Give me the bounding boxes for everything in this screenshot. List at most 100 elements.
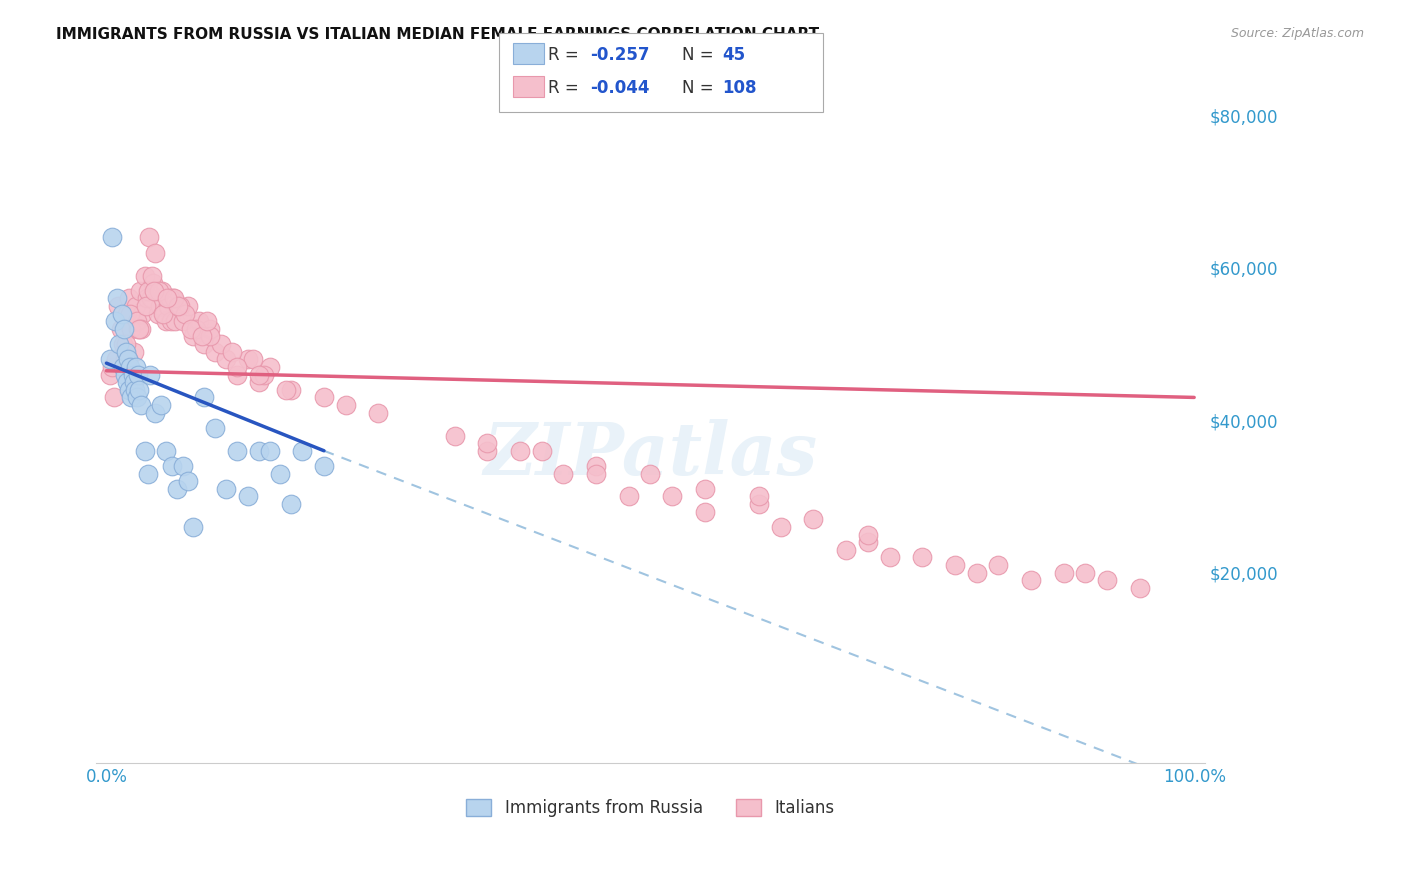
Point bbox=[166, 299, 188, 313]
Point bbox=[173, 307, 195, 321]
Point bbox=[226, 368, 249, 382]
Point bbox=[443, 428, 465, 442]
Point bbox=[247, 368, 270, 382]
Point bbox=[153, 307, 176, 321]
Point bbox=[120, 322, 142, 336]
Point bbox=[1052, 566, 1074, 580]
Point bbox=[509, 443, 531, 458]
Point bbox=[125, 299, 148, 313]
Point bbox=[145, 406, 167, 420]
Point bbox=[129, 284, 152, 298]
Point bbox=[138, 230, 160, 244]
Point bbox=[312, 391, 335, 405]
Point bbox=[125, 314, 148, 328]
Point bbox=[236, 352, 259, 367]
Point bbox=[987, 558, 1010, 572]
Point bbox=[259, 443, 281, 458]
Point bbox=[911, 550, 934, 565]
Point bbox=[1019, 574, 1042, 588]
Point bbox=[184, 322, 207, 336]
Point bbox=[748, 497, 770, 511]
Point bbox=[242, 352, 264, 367]
Point bbox=[115, 337, 138, 351]
Point bbox=[163, 314, 186, 328]
Text: ZIPatlas: ZIPatlas bbox=[484, 419, 817, 490]
Point bbox=[101, 230, 124, 244]
Point bbox=[139, 292, 162, 306]
Point bbox=[193, 337, 215, 351]
Text: N =: N = bbox=[682, 46, 718, 64]
Point bbox=[134, 268, 156, 283]
Point bbox=[122, 375, 145, 389]
Point bbox=[209, 337, 232, 351]
Point bbox=[131, 307, 153, 321]
Point bbox=[226, 359, 249, 374]
Point bbox=[177, 299, 200, 313]
Point bbox=[803, 512, 825, 526]
Point bbox=[110, 322, 132, 336]
Point bbox=[103, 391, 125, 405]
Point bbox=[125, 391, 148, 405]
Point bbox=[155, 314, 177, 328]
Point bbox=[156, 292, 179, 306]
Point bbox=[150, 284, 173, 298]
Point bbox=[125, 359, 148, 374]
Point bbox=[120, 307, 142, 321]
Point bbox=[139, 368, 162, 382]
Point bbox=[180, 322, 202, 336]
Point bbox=[148, 284, 170, 298]
Point bbox=[661, 490, 683, 504]
Point bbox=[128, 383, 150, 397]
Point bbox=[943, 558, 966, 572]
Point bbox=[193, 391, 215, 405]
Point bbox=[835, 542, 858, 557]
Point bbox=[135, 292, 157, 306]
Point bbox=[135, 299, 157, 313]
Point bbox=[172, 458, 194, 473]
Point bbox=[149, 398, 172, 412]
Point bbox=[98, 368, 121, 382]
Point bbox=[111, 337, 134, 351]
Point bbox=[253, 368, 276, 382]
Point bbox=[269, 467, 291, 481]
Point bbox=[115, 307, 138, 321]
Point bbox=[693, 505, 716, 519]
Text: N =: N = bbox=[682, 79, 718, 97]
Point bbox=[152, 307, 174, 321]
Point bbox=[107, 299, 129, 313]
Point bbox=[177, 475, 200, 489]
Point bbox=[118, 292, 141, 306]
Point bbox=[115, 375, 138, 389]
Point bbox=[204, 344, 226, 359]
Point bbox=[117, 352, 139, 367]
Legend: Immigrants from Russia, Italians: Immigrants from Russia, Italians bbox=[460, 792, 841, 823]
Point bbox=[124, 383, 146, 397]
Point bbox=[114, 368, 136, 382]
Point bbox=[149, 299, 172, 313]
Point bbox=[769, 520, 792, 534]
Point bbox=[247, 375, 270, 389]
Point bbox=[114, 352, 136, 367]
Point bbox=[198, 329, 221, 343]
Text: R =: R = bbox=[548, 46, 585, 64]
Text: Source: ZipAtlas.com: Source: ZipAtlas.com bbox=[1230, 27, 1364, 40]
Point bbox=[127, 322, 149, 336]
Point bbox=[280, 383, 302, 397]
Point bbox=[105, 352, 128, 367]
Point bbox=[280, 497, 302, 511]
Text: -0.257: -0.257 bbox=[591, 46, 650, 64]
Point bbox=[167, 299, 190, 313]
Point bbox=[172, 314, 194, 328]
Point bbox=[475, 436, 498, 450]
Point bbox=[187, 314, 209, 328]
Point bbox=[157, 299, 180, 313]
Text: 108: 108 bbox=[723, 79, 758, 97]
Point bbox=[129, 398, 152, 412]
Point bbox=[215, 352, 238, 367]
Point bbox=[259, 359, 281, 374]
Point bbox=[856, 535, 879, 549]
Point bbox=[146, 307, 169, 321]
Point bbox=[204, 421, 226, 435]
Point bbox=[101, 359, 124, 374]
Point bbox=[143, 284, 166, 298]
